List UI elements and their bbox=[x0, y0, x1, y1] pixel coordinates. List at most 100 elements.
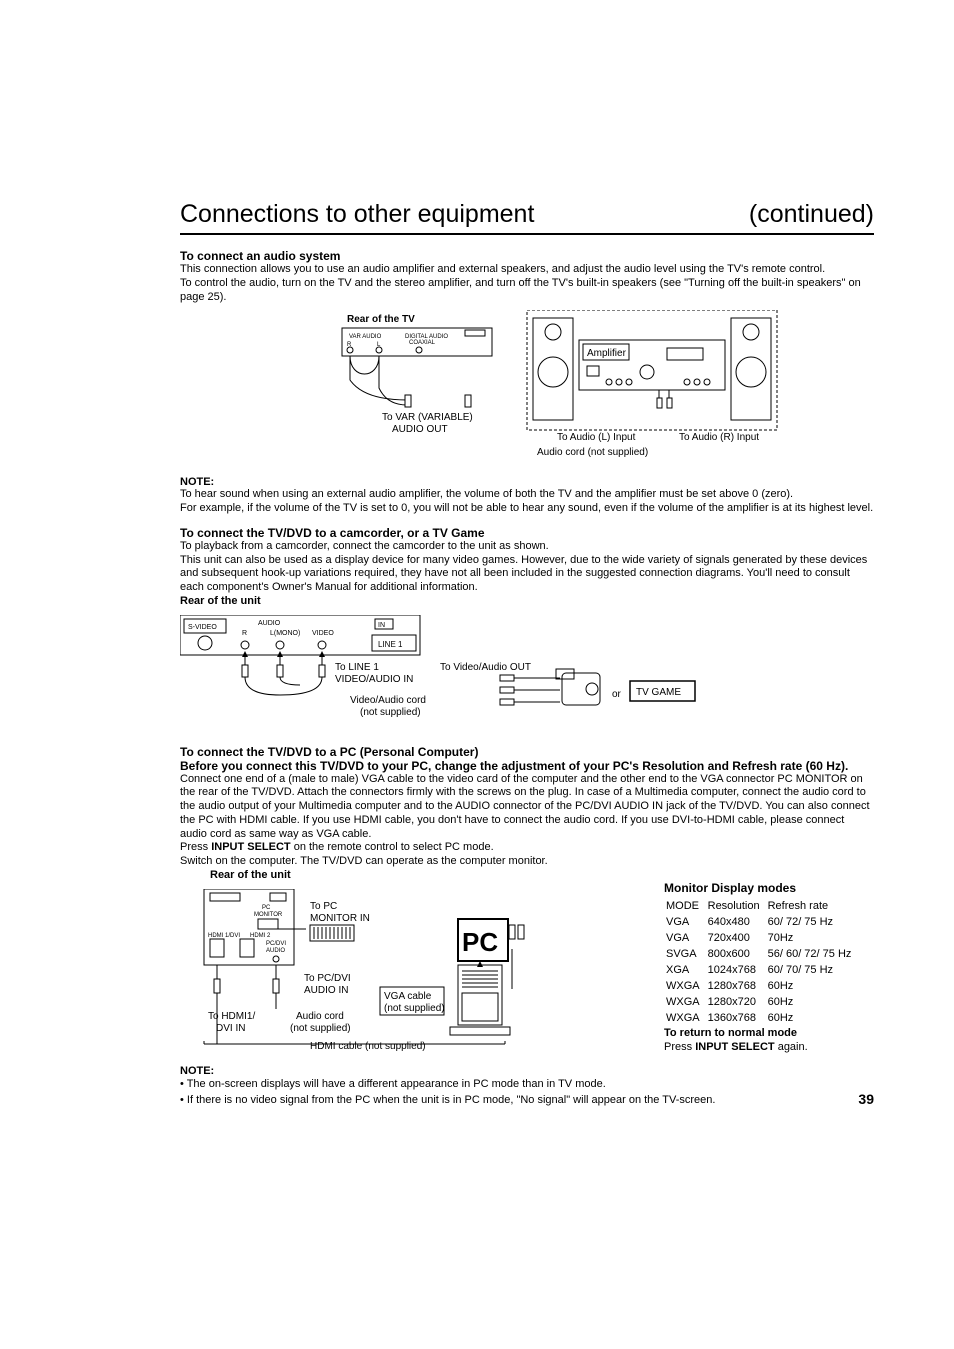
camcorder-diagram: S-VIDEO AUDIO R L(MONO) VIDEO IN LINE 1 … bbox=[180, 615, 740, 735]
mode-table-title: Monitor Display modes bbox=[664, 881, 874, 895]
cell: 1024x768 bbox=[708, 963, 766, 977]
pc-subtitle: Before you connect this TV/DVD to your P… bbox=[180, 759, 874, 773]
camcorder-p2: This unit can also be used as a display … bbox=[180, 554, 874, 595]
audio-note-1: To hear sound when using an external aud… bbox=[180, 488, 874, 502]
vga-cable-label: VGA cable bbox=[384, 991, 432, 1002]
line1-label: LINE 1 bbox=[378, 640, 403, 649]
to-audio-r-label: To Audio (R) Input bbox=[679, 432, 759, 443]
pc-rear-label: Rear of the unit bbox=[210, 869, 644, 883]
hdmi1-label: HDMI 1/DVI bbox=[208, 933, 240, 939]
to-audio-l-label: To Audio (L) Input bbox=[557, 432, 636, 443]
cell: 800x600 bbox=[708, 947, 766, 961]
cell: SVGA bbox=[666, 947, 706, 961]
not-supplied-pc: (not supplied) bbox=[290, 1023, 351, 1034]
pc-p2b: INPUT SELECT bbox=[211, 841, 290, 853]
page-number: 39 bbox=[858, 1091, 874, 1107]
pc-bullet-2: • If there is no video signal from the P… bbox=[180, 1093, 715, 1107]
audio-cord-label-pc: Audio cord bbox=[296, 1011, 344, 1022]
audio-note-label: NOTE: bbox=[180, 476, 874, 488]
to-video-audio-out-label: To Video/Audio OUT bbox=[440, 662, 531, 673]
table-row: XGA1024x76860/ 70/ 75 Hz bbox=[666, 963, 857, 977]
pc-diagram-row: Rear of the unit PC MONITOR HDMI 1/DVI H… bbox=[180, 869, 874, 1065]
pc-p2c: on the remote control to select PC mode. bbox=[291, 841, 494, 853]
audio-note-2: For example, if the volume of the TV is … bbox=[180, 502, 874, 516]
th-mode: MODE bbox=[666, 899, 706, 913]
camcorder-title: To connect the TV/DVD to a camcorder, or… bbox=[180, 526, 874, 540]
table-row: WXGA1280x76860Hz bbox=[666, 979, 857, 993]
mode-table: MODE Resolution Refresh rate VGA640x4806… bbox=[664, 897, 859, 1027]
pc-p2a: Press bbox=[180, 841, 211, 853]
video-label: VIDEO bbox=[312, 630, 334, 637]
to-pcdvi-label: To PC/DVI bbox=[304, 973, 351, 984]
video-audio-in-label: VIDEO/AUDIO IN bbox=[335, 674, 413, 685]
th-refresh: Refresh rate bbox=[768, 899, 858, 913]
audio-cord-label: Audio cord (not supplied) bbox=[537, 447, 648, 458]
footer-row: • If there is no video signal from the P… bbox=[180, 1091, 874, 1107]
cell: 60/ 72/ 75 Hz bbox=[768, 915, 858, 929]
cell: 1280x768 bbox=[708, 979, 766, 993]
pc-title: To connect the TV/DVD to a PC (Personal … bbox=[180, 745, 874, 759]
to-var-label: To VAR (VARIABLE) bbox=[382, 412, 473, 423]
svideo-label: S-VIDEO bbox=[188, 624, 217, 631]
cell: WXGA bbox=[666, 995, 706, 1009]
table-row: VGA720x40070Hz bbox=[666, 931, 857, 945]
cell: WXGA bbox=[666, 979, 706, 993]
cell: 60Hz bbox=[768, 979, 858, 993]
pc-monitor-label-2: MONITOR bbox=[254, 912, 283, 918]
to-line1-label: To LINE 1 bbox=[335, 662, 379, 673]
audio-out-label: AUDIO OUT bbox=[392, 424, 448, 435]
cell: VGA bbox=[666, 931, 706, 945]
audio-section-title: To connect an audio system bbox=[180, 249, 874, 263]
monitor-in-label: MONITOR IN bbox=[310, 913, 370, 924]
pc-p3: Switch on the computer. The TV/DVD can o… bbox=[180, 855, 874, 869]
cell: 1360x768 bbox=[708, 1011, 766, 1025]
cell: 56/ 60/ 72/ 75 Hz bbox=[768, 947, 858, 961]
pc-p2: Press INPUT SELECT on the remote control… bbox=[180, 841, 874, 855]
cell: 720x400 bbox=[708, 931, 766, 945]
dvi-in-label: DVI IN bbox=[216, 1023, 245, 1034]
return-a: Press bbox=[664, 1041, 695, 1053]
table-row: WXGA1280x72060Hz bbox=[666, 995, 857, 1009]
camcorder-rear-label: Rear of the unit bbox=[180, 595, 874, 609]
cell: XGA bbox=[666, 963, 706, 977]
pc-monitor-label-1: PC bbox=[262, 905, 271, 911]
pc-diagram: PC MONITOR HDMI 1/DVI HDMI 2 PC/DVI AUDI… bbox=[180, 889, 540, 1059]
return-c: again. bbox=[775, 1041, 808, 1053]
table-row: SVGA800x60056/ 60/ 72/ 75 Hz bbox=[666, 947, 857, 961]
cell: 60Hz bbox=[768, 995, 858, 1009]
return-b: INPUT SELECT bbox=[695, 1041, 774, 1053]
page-container: Connections to other equipment (continue… bbox=[0, 0, 954, 1187]
cell: 70Hz bbox=[768, 931, 858, 945]
table-row: VGA640x48060/ 72/ 75 Hz bbox=[666, 915, 857, 929]
tv-game-label: TV GAME bbox=[636, 687, 681, 698]
return-normal-text: Press INPUT SELECT again. bbox=[664, 1041, 874, 1055]
page-title-right: (continued) bbox=[749, 200, 874, 229]
camcorder-p1: To playback from a camcorder, connect th… bbox=[180, 540, 874, 554]
var-audio-label: VAR AUDIO bbox=[349, 334, 382, 340]
to-hdmi-label: To HDMI1/ bbox=[208, 1011, 255, 1022]
audio-diagram: Rear of the TV VAR AUDIO R L DIGITAL AUD… bbox=[247, 310, 807, 470]
cell: VGA bbox=[666, 915, 706, 929]
audio-label-pc: AUDIO bbox=[266, 948, 285, 954]
hdmi2-label: HDMI 2 bbox=[250, 933, 271, 939]
audio-p2: To control the audio, turn on the TV and… bbox=[180, 277, 874, 305]
pcdvi-label: PC/DVI bbox=[266, 941, 286, 947]
cell: 60/ 70/ 75 Hz bbox=[768, 963, 858, 977]
th-resolution: Resolution bbox=[708, 899, 766, 913]
audio-label: AUDIO bbox=[258, 620, 281, 627]
title-row: Connections to other equipment (continue… bbox=[180, 200, 874, 235]
hdmi-cable-label: HDMI cable (not supplied) bbox=[310, 1041, 426, 1052]
or-label: or bbox=[612, 689, 622, 700]
pc-bullet-1: • The on-screen displays will have a dif… bbox=[180, 1077, 874, 1091]
audio-in-label: AUDIO IN bbox=[304, 985, 348, 996]
mode-table-header-row: MODE Resolution Refresh rate bbox=[666, 899, 857, 913]
cell: 640x480 bbox=[708, 915, 766, 929]
mode-table-container: Monitor Display modes MODE Resolution Re… bbox=[664, 869, 874, 1065]
return-normal-label: To return to normal mode bbox=[664, 1027, 874, 1041]
cell: 1280x720 bbox=[708, 995, 766, 1009]
to-pc-label: To PC bbox=[310, 901, 337, 912]
page-title-left: Connections to other equipment bbox=[180, 200, 534, 229]
cell: 60Hz bbox=[768, 1011, 858, 1025]
in-label: IN bbox=[378, 622, 385, 629]
pc-p1: Connect one end of a (male to male) VGA … bbox=[180, 773, 874, 842]
